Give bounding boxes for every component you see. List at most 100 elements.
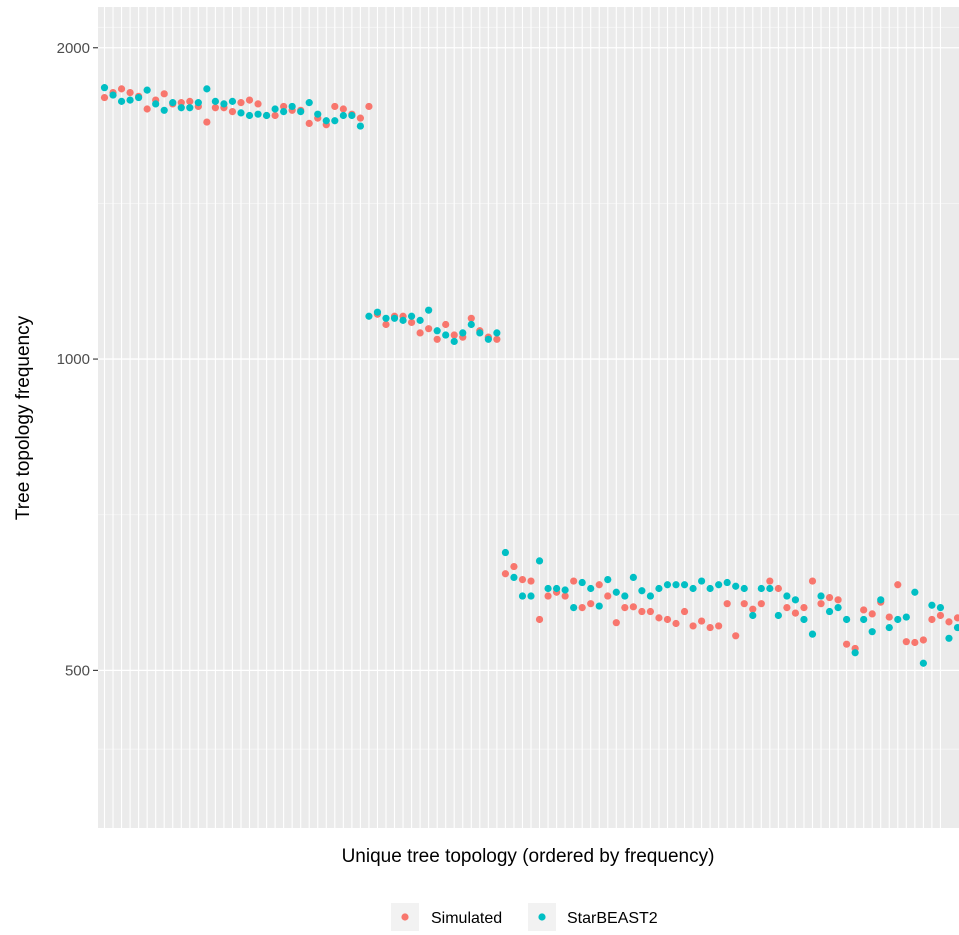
point-simulated [339,105,347,113]
point-simulated [680,607,689,616]
point-starbeast2 [723,578,731,587]
point-starbeast2 [169,99,177,107]
point-simulated [749,605,757,613]
point-simulated [800,604,808,612]
point-simulated [442,320,450,329]
x-axis-title: Unique tree topology (ordered by frequen… [342,846,715,867]
point-starbeast2 [783,592,791,600]
point-starbeast2 [390,314,399,322]
point-starbeast2 [629,573,637,581]
data-points [100,84,959,667]
point-simulated [808,577,817,585]
point-starbeast2 [126,96,134,104]
point-starbeast2 [663,581,672,589]
point-simulated [757,600,765,608]
point-starbeast2 [288,102,296,111]
point-starbeast2 [220,100,228,108]
point-starbeast2 [706,584,714,593]
point-starbeast2 [442,331,450,339]
point-simulated [740,600,748,608]
point-simulated [535,615,544,624]
point-starbeast2 [373,308,382,316]
point-starbeast2 [322,117,330,125]
point-starbeast2 [936,604,945,612]
point-starbeast2 [570,604,578,612]
point-starbeast2 [152,100,160,108]
point-simulated [271,111,279,120]
point-starbeast2 [493,329,501,337]
point-simulated [774,584,782,593]
point-starbeast2 [211,97,219,105]
point-starbeast2 [177,104,185,112]
point-starbeast2 [680,581,689,589]
point-simulated [228,107,237,116]
point-starbeast2 [689,584,697,593]
point-simulated [467,314,475,322]
point-starbeast2 [757,584,765,593]
point-simulated [612,619,620,627]
y-axis-title: Tree topology frequency [13,315,34,520]
point-simulated [416,329,424,337]
point-simulated [860,606,868,614]
point-starbeast2 [331,117,339,125]
point-simulated [143,105,151,113]
point-starbeast2 [365,312,373,320]
point-starbeast2 [535,557,544,565]
point-starbeast2 [297,107,305,116]
point-simulated [211,104,219,112]
point-starbeast2 [791,596,800,604]
point-starbeast2 [425,306,433,314]
point-starbeast2 [808,630,817,638]
point-starbeast2 [953,623,959,632]
point-starbeast2 [655,584,663,593]
point-simulated [911,638,919,647]
point-starbeast2 [902,613,910,621]
point-simulated [698,617,706,625]
point-simulated [723,600,731,608]
point-simulated [919,636,927,644]
grid-major [98,7,959,828]
point-simulated [356,114,364,122]
point-simulated [732,632,740,640]
point-starbeast2 [595,602,603,610]
legend-marker-simulated [401,913,409,921]
point-starbeast2 [672,581,680,589]
point-starbeast2 [143,86,151,94]
point-simulated [595,581,603,589]
point-starbeast2 [407,312,416,320]
legend-label-starbeast2: StarBEAST2 [567,910,658,927]
point-simulated [672,619,680,628]
point-starbeast2 [501,548,510,557]
point-starbeast2 [868,628,876,636]
point-starbeast2 [774,611,782,620]
point-starbeast2 [117,97,126,105]
point-simulated [501,570,510,578]
point-starbeast2 [928,601,936,609]
point-starbeast2 [698,577,706,585]
point-starbeast2 [817,592,825,600]
point-simulated [280,102,288,111]
point-starbeast2 [348,111,356,120]
point-starbeast2 [416,316,424,324]
point-starbeast2 [732,582,740,590]
point-simulated [953,614,959,622]
point-starbeast2 [715,581,723,589]
point-simulated [544,592,552,600]
point-simulated [331,102,339,111]
point-starbeast2 [945,634,953,642]
point-simulated [638,607,646,616]
point-starbeast2 [399,316,407,324]
point-starbeast2 [262,111,271,120]
point-starbeast2 [305,99,313,107]
point-simulated [825,593,834,602]
point-simulated [254,100,262,108]
point-simulated [186,97,194,105]
point-simulated [510,562,518,571]
point-starbeast2 [467,320,475,329]
point-simulated [578,604,586,612]
point-simulated [305,119,313,127]
point-simulated [868,610,876,618]
point-simulated [237,99,245,107]
point-simulated [365,102,373,111]
